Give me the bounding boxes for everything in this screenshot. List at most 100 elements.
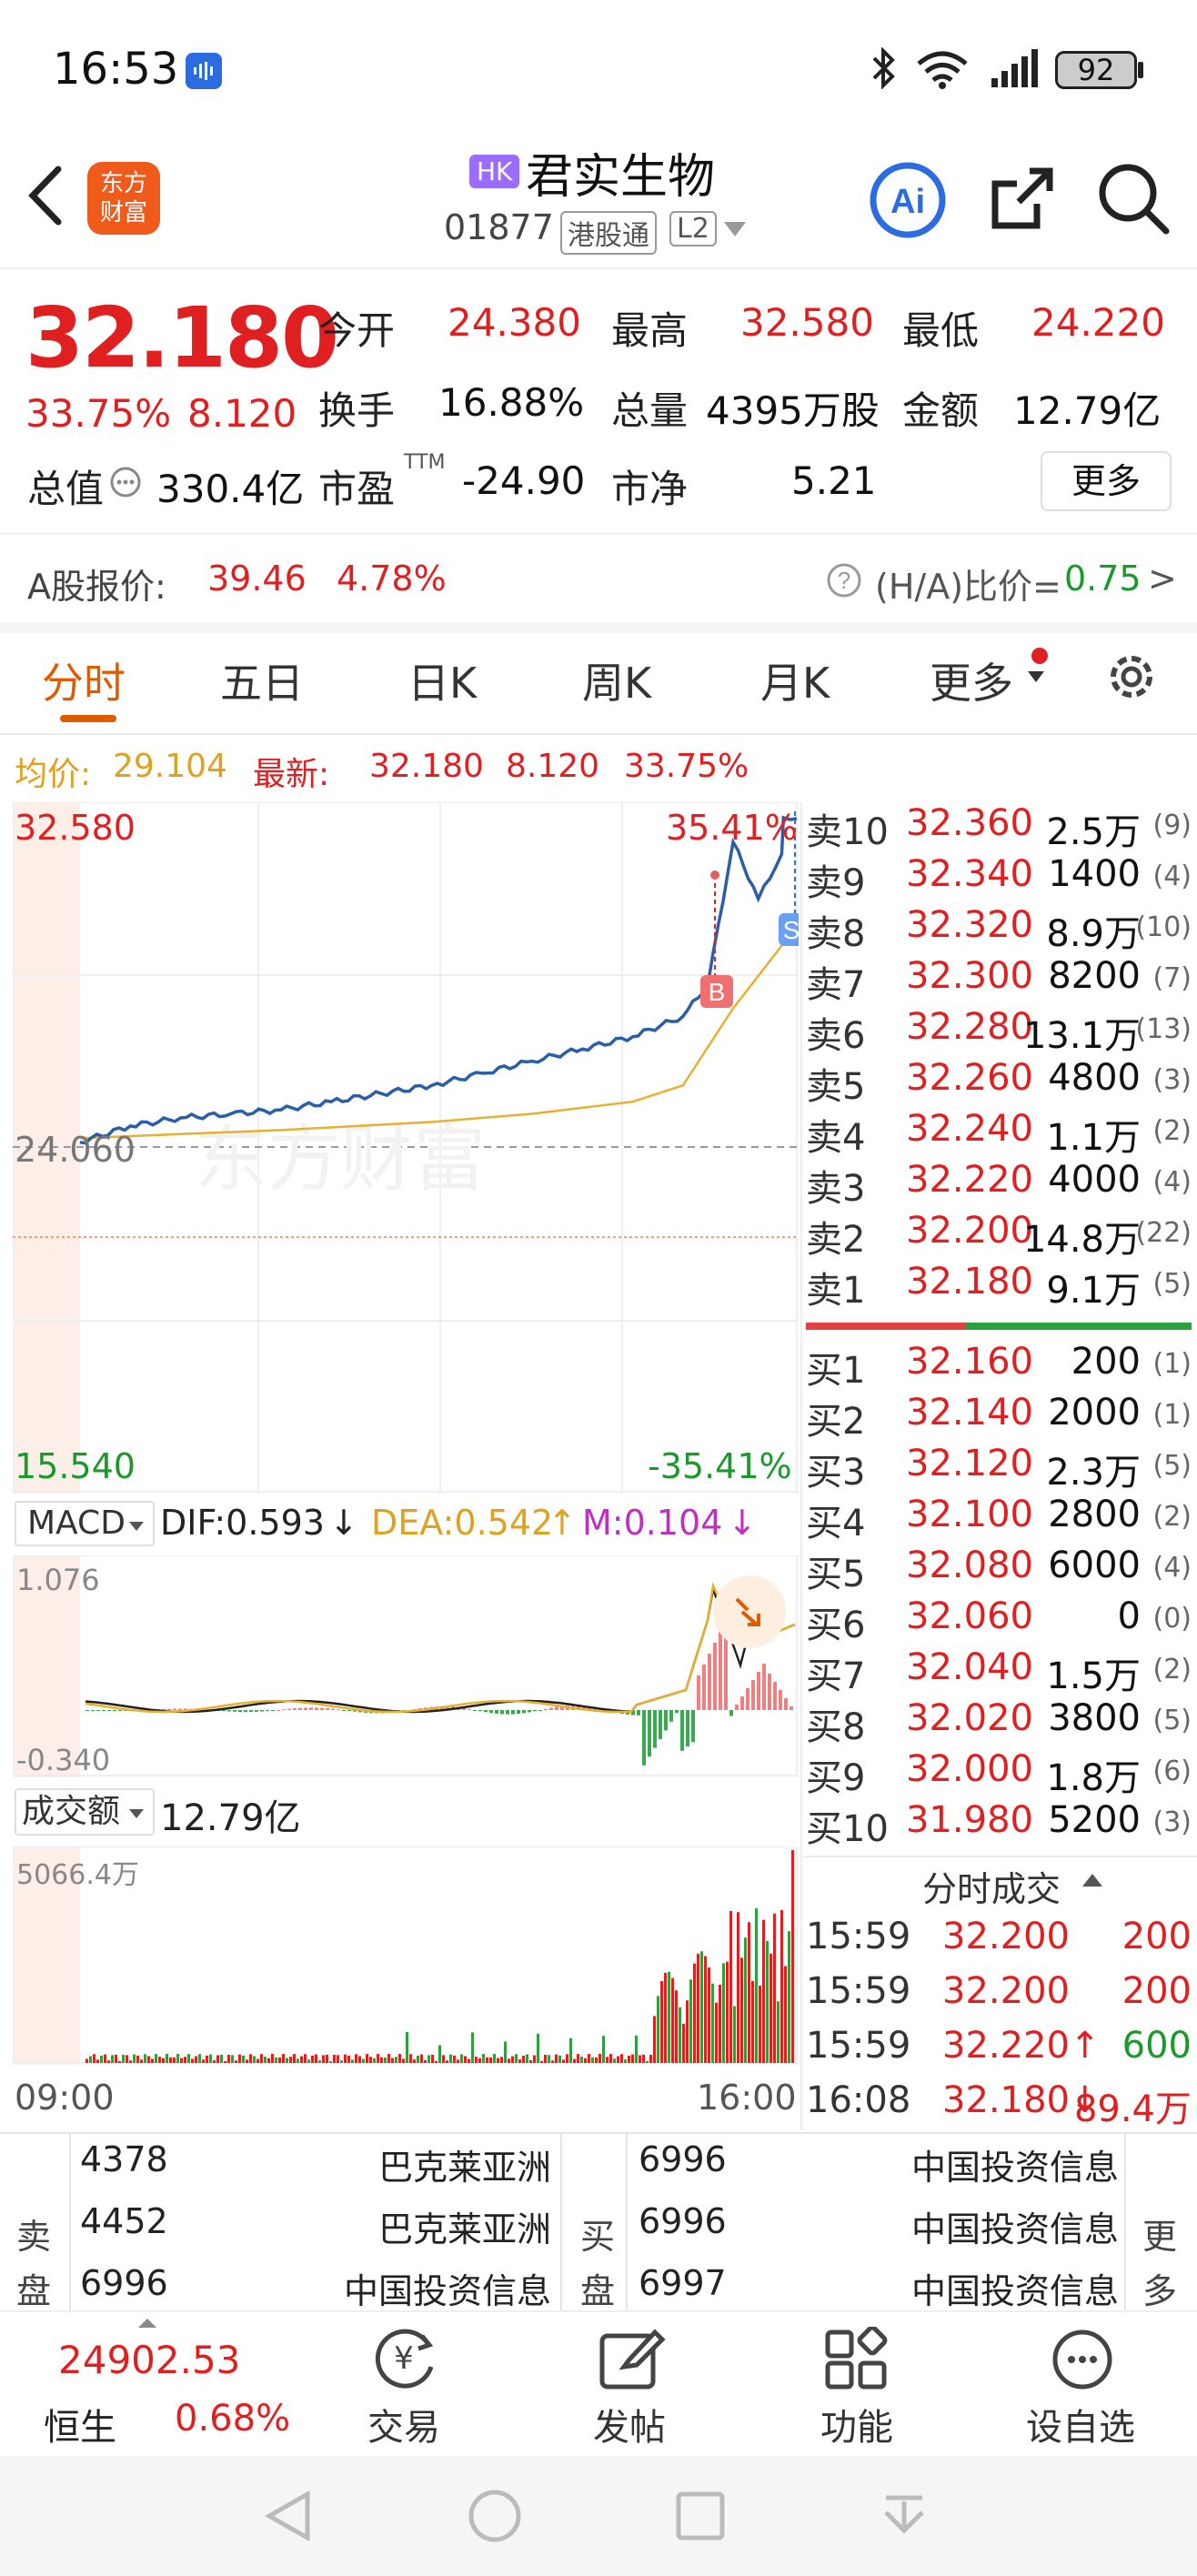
watchlist-icon[interactable] bbox=[1050, 2327, 1115, 2396]
ask-row[interactable]: 卖4 32.240 1.1万 (2) bbox=[806, 1108, 1192, 1159]
nav-functions[interactable]: 功能 bbox=[820, 2407, 893, 2449]
volume-bar bbox=[602, 2036, 605, 2063]
volume-pre-shade bbox=[13, 1846, 80, 2065]
macd-bar bbox=[637, 1710, 640, 1716]
sell-queue-label-2: 盘 bbox=[16, 2271, 52, 2310]
system-menu-icon[interactable] bbox=[879, 2490, 930, 2545]
col-line bbox=[1124, 2132, 1126, 2310]
bid-row[interactable]: 买9 32.000 1.8万 (6) bbox=[806, 1748, 1192, 1799]
volume-selector[interactable]: 成交额 bbox=[15, 1788, 155, 1836]
ask-row[interactable]: 卖5 32.260 4800 (3) bbox=[806, 1057, 1192, 1108]
ask-row[interactable]: 卖1 32.180 9.1万 (5) bbox=[806, 1261, 1192, 1312]
price-chart[interactable]: 东方财富 B S bbox=[13, 802, 799, 1494]
ask-row[interactable]: 卖10 32.360 2.5万 (9) bbox=[806, 802, 1192, 853]
buy-queue-label-2: 盘 bbox=[580, 2271, 616, 2310]
macd-bar bbox=[697, 1675, 700, 1710]
more-button[interactable]: 更多 bbox=[1041, 451, 1172, 511]
system-back-icon[interactable] bbox=[264, 2489, 315, 2547]
ticks-title[interactable]: 分时成交 bbox=[922, 1869, 1061, 1909]
book-divider bbox=[800, 802, 802, 2130]
eastmoney-logo: 东方 财富 bbox=[87, 162, 160, 235]
bid-row[interactable]: 买8 32.020 3800 (5) bbox=[806, 1697, 1192, 1748]
volume-bar bbox=[482, 2054, 485, 2063]
bid-level-label: 买7 bbox=[806, 1655, 866, 1697]
ai-button[interactable]: Ai bbox=[868, 160, 948, 244]
trade-icon[interactable]: ¥ bbox=[369, 2327, 440, 2394]
volume-bar bbox=[671, 1977, 674, 2063]
system-recents-icon[interactable] bbox=[675, 2490, 726, 2545]
bid-row[interactable]: 买10 31.980 5200 (3) bbox=[806, 1799, 1192, 1850]
tab-intraday[interactable]: 分时 bbox=[42, 659, 126, 708]
info-dots-icon[interactable] bbox=[109, 466, 142, 502]
bid-row[interactable]: 买6 32.060 0 (0) bbox=[806, 1595, 1192, 1646]
help-icon[interactable]: ? bbox=[826, 562, 862, 602]
volume-bar bbox=[668, 1971, 670, 2063]
bid-row[interactable]: 买3 32.120 2.3万 (5) bbox=[806, 1443, 1192, 1494]
ask-row[interactable]: 卖9 32.340 1400 (4) bbox=[806, 853, 1192, 904]
ask-row[interactable]: 卖6 32.280 13.1万 (13) bbox=[806, 1006, 1192, 1057]
macd-bar bbox=[773, 1682, 777, 1710]
sell-marker[interactable]: S bbox=[779, 913, 799, 946]
ask-row[interactable]: 卖2 32.200 14.8万 (22) bbox=[806, 1210, 1192, 1261]
a-share-price[interactable]: 39.46 bbox=[207, 558, 307, 599]
pe-label: 市盈 bbox=[318, 467, 396, 511]
volume-bar bbox=[675, 1990, 678, 2063]
chevron-down-icon[interactable] bbox=[722, 220, 748, 242]
tick-time: 16:08 bbox=[806, 2079, 911, 2121]
bid-row[interactable]: 买5 32.080 6000 (4) bbox=[806, 1545, 1192, 1595]
back-button[interactable] bbox=[24, 164, 69, 227]
ask-row[interactable]: 卖3 32.220 4000 (4) bbox=[806, 1159, 1192, 1210]
volume-bar bbox=[631, 2054, 634, 2063]
bid-order-count: (1) bbox=[1152, 1399, 1192, 1431]
functions-icon[interactable] bbox=[824, 2325, 890, 2394]
buy-marker[interactable]: B bbox=[700, 975, 733, 1008]
macd-bar bbox=[271, 1710, 275, 1711]
nav-add-watchlist[interactable]: 设自选 bbox=[1026, 2407, 1135, 2449]
volume-bar bbox=[504, 2041, 507, 2063]
ha-arrow[interactable]: > bbox=[1148, 558, 1177, 599]
tab-five-day[interactable]: 五日 bbox=[220, 659, 304, 708]
bid-row[interactable]: 买2 32.140 2000 (1) bbox=[806, 1392, 1192, 1443]
tab-daily-k[interactable]: 日K bbox=[407, 659, 478, 708]
nav-trade[interactable]: 交易 bbox=[367, 2407, 440, 2449]
tick-row: 15:59 32.200 200 bbox=[806, 1916, 1192, 1963]
bid-row[interactable]: 买7 32.040 1.5万 (2) bbox=[806, 1646, 1192, 1697]
system-home-icon[interactable] bbox=[468, 2489, 522, 2547]
more-queue-label-2[interactable]: 多 bbox=[1142, 2271, 1178, 2310]
volume-bar bbox=[577, 2054, 579, 2063]
bid-row[interactable]: 买4 32.100 2800 (2) bbox=[806, 1494, 1192, 1545]
volume-caret-icon bbox=[127, 1806, 146, 1824]
bid-order-count: (6) bbox=[1152, 1756, 1192, 1787]
turnover-label: 换手 bbox=[318, 388, 396, 433]
tick-row: 16:08 32.180↓ 89.4万 bbox=[806, 2079, 1192, 2130]
tab-monthly-k[interactable]: 月K bbox=[760, 659, 830, 708]
ask-level-label: 卖9 bbox=[806, 862, 866, 904]
broker-queue[interactable]: 卖 盘 买 盘 更 多 4378 巴克莱亚洲 6996 中国投资信息 4452 巴克莱亚洲… bbox=[0, 2132, 1197, 2310]
tab-more[interactable]: 更多 bbox=[930, 659, 1013, 708]
ask-row[interactable]: 卖8 32.320 8.9万 (10) bbox=[806, 904, 1192, 955]
bid-row[interactable]: 买1 32.160 200 (1) bbox=[806, 1341, 1192, 1392]
post-icon[interactable] bbox=[597, 2327, 666, 2394]
volume-bar bbox=[118, 2060, 121, 2063]
macd-bar bbox=[735, 1705, 739, 1710]
collapse-up-icon[interactable] bbox=[1081, 1872, 1104, 1892]
volume-chart[interactable] bbox=[13, 1846, 799, 2065]
bid-price: 32.060 bbox=[906, 1595, 1033, 1637]
index-value[interactable]: 24902.53 bbox=[58, 2338, 241, 2382]
macd-bar bbox=[320, 1707, 324, 1710]
settings-gear-icon[interactable] bbox=[1101, 646, 1162, 711]
macd-bar bbox=[86, 1710, 89, 1711]
volume-bar bbox=[784, 1966, 787, 2063]
macd-bar bbox=[184, 1708, 187, 1710]
search-icon[interactable] bbox=[1095, 160, 1172, 240]
more-queue-label-1[interactable]: 更 bbox=[1142, 2217, 1178, 2257]
stock-title[interactable]: 君实生物 bbox=[526, 150, 716, 205]
col-line bbox=[69, 2132, 71, 2310]
share-icon[interactable] bbox=[986, 162, 1059, 238]
ask-row[interactable]: 卖7 32.300 8200 (7) bbox=[806, 955, 1192, 1006]
volume-bar bbox=[580, 2057, 583, 2063]
macd-selector[interactable]: MACD bbox=[15, 1501, 155, 1546]
macd-chart[interactable] bbox=[13, 1555, 799, 1777]
tab-weekly-k[interactable]: 周K bbox=[582, 659, 652, 708]
nav-post[interactable]: 发帖 bbox=[593, 2407, 666, 2449]
